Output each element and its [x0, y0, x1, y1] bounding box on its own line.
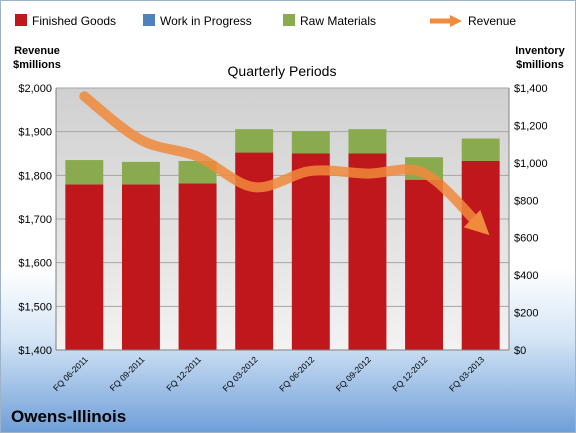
bar-raw-materials [235, 129, 274, 153]
right-tick-label: $600 [514, 233, 538, 245]
revenue-line [79, 91, 490, 236]
bar-finished-goods [291, 153, 330, 350]
category-label: FQ 03-2012 [220, 354, 259, 393]
left-tick-label: $1,400 [18, 345, 52, 357]
bar-raw-materials [65, 160, 104, 185]
left-tick-label: $1,500 [18, 301, 52, 313]
bar-finished-goods [405, 179, 444, 350]
bar-finished-goods [178, 183, 217, 350]
left-axis-title: Revenue $millions [13, 45, 61, 71]
category-label: FQ 12-2012 [390, 354, 429, 393]
bar-raw-materials [291, 131, 330, 154]
right-axis-title: Inventory $millions [515, 45, 565, 71]
right-tick-label: $1,200 [514, 120, 548, 132]
category-label: FQ 12-2011 [164, 354, 203, 393]
legend-label: Finished Goods [32, 14, 116, 28]
legend-swatch [283, 14, 295, 26]
company-name: Owens-Illinois [11, 407, 127, 426]
right-tick-label: $400 [514, 270, 538, 282]
category-label: FQ 06-2011 [51, 354, 90, 393]
left-tick-label: $1,600 [18, 258, 52, 270]
category-label: FQ 03-2013 [447, 354, 486, 393]
bar-raw-materials [121, 161, 160, 185]
right-tick-label: $1,400 [514, 83, 548, 95]
right-tick-label: $800 [514, 195, 538, 207]
bar-raw-materials [348, 129, 387, 154]
right-tick-label: $1,000 [514, 158, 548, 170]
right-tick-label: $200 [514, 308, 538, 320]
bar-finished-goods [461, 160, 500, 350]
chart-title: Quarterly Periods [228, 63, 337, 79]
legend-label: Raw Materials [300, 14, 376, 28]
bar-finished-goods [121, 184, 160, 350]
legend-swatch [143, 14, 155, 26]
left-tick-label: $2,000 [18, 83, 52, 95]
category-label: FQ 09-2011 [108, 354, 147, 393]
left-tick-label: $1,800 [18, 170, 52, 182]
bar-finished-goods [348, 153, 387, 350]
bar-finished-goods [65, 184, 104, 350]
legend-label: Revenue [468, 14, 516, 28]
category-label: FQ 09-2012 [334, 354, 373, 393]
legend-revenue-icon [430, 15, 462, 27]
right-tick-label: $0 [514, 345, 526, 357]
legend-swatch [15, 14, 27, 26]
bar-raw-materials [461, 138, 500, 161]
left-tick-label: $1,900 [18, 127, 52, 139]
category-label: FQ 06-2012 [277, 354, 316, 393]
left-tick-label: $1,700 [18, 214, 52, 226]
legend-label: Work in Progress [160, 14, 252, 28]
